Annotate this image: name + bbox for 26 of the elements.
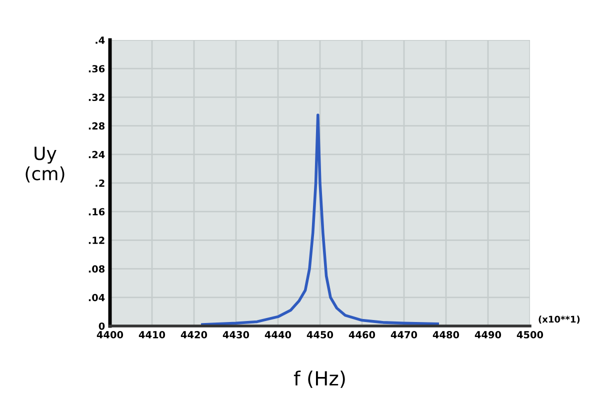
x-tick-label: 4440 (264, 331, 292, 338)
x-tick-label: 4500 (516, 331, 544, 338)
text: (x10**1) (538, 316, 580, 324)
y-tick-label: .4 (96, 36, 105, 44)
y-tick-label: .24 (88, 150, 105, 158)
y-tick-label: .04 (88, 294, 105, 302)
y-tick-label: 0 (98, 322, 105, 330)
x-tick-label: 4480 (432, 331, 460, 338)
y-tick-label: .2 (96, 179, 104, 187)
x-tick-label: 4470 (390, 331, 418, 338)
x-tick-label: 4490 (474, 331, 502, 338)
y-tick-label: .08 (88, 265, 105, 273)
x-tick-label: 4420 (180, 331, 208, 338)
x-axis-title: f (Hz) (294, 370, 345, 388)
y-tick-label: .28 (88, 122, 105, 130)
y-tick-label: .32 (88, 94, 104, 102)
y-tick-label: .16 (88, 208, 105, 216)
x-tick-label: 4460 (348, 331, 376, 338)
x-tick-label: 4410 (138, 331, 166, 338)
line-series (201, 114, 439, 326)
x-tick-label: 4400 (96, 331, 124, 338)
y-axis-title: Uy (cm) (26, 146, 64, 182)
x-tick-label: 4430 (222, 331, 250, 338)
x-tick-label: 4450 (306, 331, 334, 338)
y-tick-label: .12 (88, 236, 104, 244)
y-tick-label: .36 (88, 65, 105, 72)
